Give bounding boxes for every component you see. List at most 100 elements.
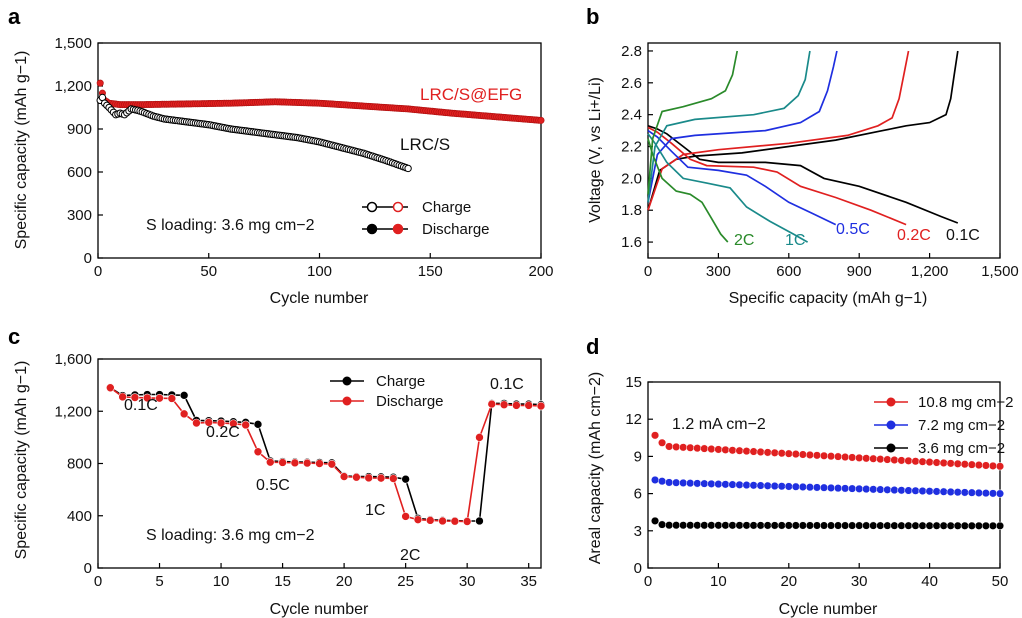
panel-a-ytick-label: 0 xyxy=(84,250,92,267)
panel-b-ylabel: Voltage (V, vs Li+/Li) xyxy=(587,77,604,223)
panel-c-ytick-label: 1,200 xyxy=(54,403,92,420)
panel-a-xtick-label: 100 xyxy=(307,263,332,280)
panel-d-point-2 xyxy=(763,521,772,530)
panel-d-point-1 xyxy=(939,487,948,496)
panel-d-point-2 xyxy=(819,521,829,530)
panel-d-point-2 xyxy=(784,521,793,530)
panel-d-point-0 xyxy=(974,461,983,470)
panel-d-point-1 xyxy=(784,482,793,491)
panel-d-point-2 xyxy=(770,521,779,530)
panel-c-point-discharge xyxy=(462,517,472,526)
panel-d: 0 10 20 30 40 50 0 3 6 9 12 15 Cycle number Areal c… xyxy=(587,372,1013,618)
panel-d-point-1 xyxy=(693,479,702,488)
panel-c-point-discharge xyxy=(425,516,435,525)
panel-d-point-2 xyxy=(988,521,998,530)
panel-b-xtick-label: 300 xyxy=(706,263,731,280)
panel-a-legend-charge: Charge xyxy=(422,199,471,216)
panel-c-point-discharge xyxy=(376,473,386,483)
panel-d-point-0 xyxy=(679,443,688,452)
panel-d-point-0 xyxy=(883,455,892,464)
panel-d-point-0 xyxy=(890,455,899,465)
panel-d-point-1 xyxy=(960,488,969,497)
panel-c-point-discharge xyxy=(475,433,484,442)
panel-d-point-2 xyxy=(932,521,941,530)
panel-d-point-2 xyxy=(686,521,695,530)
panel-d-point-2 xyxy=(848,521,857,530)
panel-d-point-0 xyxy=(756,447,765,457)
panel-d-plot: 0 10 20 30 40 50 0 3 6 9 12 15 xyxy=(625,374,1008,590)
panel-b-charge-0-5C xyxy=(647,50,838,203)
panel-d-point-2 xyxy=(658,520,667,529)
panel-letter-b: b xyxy=(586,4,599,29)
panel-d-point-1 xyxy=(834,484,843,493)
panel-d-xtick-label: 50 xyxy=(992,573,1009,590)
panel-c-point-discharge xyxy=(389,474,398,483)
label-lrcs-efg: LRC/S@EFG xyxy=(420,85,522,104)
panel-a-plot: 0 50 100 150 200 0 300 600 900 1,200 1,500 xyxy=(54,35,553,280)
panel-b-charge-1C xyxy=(647,50,811,203)
panel-d-xtick-label: 10 xyxy=(710,573,727,590)
panel-d-current-density: 1.2 mA cm−2 xyxy=(672,416,766,433)
panel-d-point-2 xyxy=(918,521,927,530)
panel-d-point-2 xyxy=(967,521,976,530)
panel-c-point-discharge xyxy=(302,458,312,468)
panel-d-point-2 xyxy=(995,521,1005,530)
panel-d-point-2 xyxy=(693,521,702,530)
panel-d-point-1 xyxy=(777,482,786,491)
panel-c-point-discharge xyxy=(216,418,226,428)
panel-d-point-0 xyxy=(770,448,779,457)
panel-c-point-discharge xyxy=(364,473,374,483)
panel-c-point-discharge xyxy=(229,419,238,428)
panel-d-legend-7-2: 7.2 mg cm−2 xyxy=(918,417,1005,434)
panel-c-legend-charge: Charge xyxy=(376,373,425,390)
panel-d-point-1 xyxy=(932,487,941,496)
panel-a-legend-discharge: Discharge xyxy=(422,221,490,238)
panel-c-point-discharge xyxy=(413,515,423,524)
panel-d-point-1 xyxy=(805,483,814,492)
panel-d-legend-10-8: 10.8 mg cm−2 xyxy=(918,394,1013,411)
panel-d-ytick-label: 9 xyxy=(634,448,642,465)
panel-d-point-1 xyxy=(841,484,850,493)
panel-d-point-0 xyxy=(841,452,850,462)
panel-b-xtick-label: 900 xyxy=(847,263,872,280)
panel-d-xtick-label: 0 xyxy=(644,573,652,590)
panel-d-point-0 xyxy=(897,456,906,465)
panel-c-point-discharge xyxy=(192,418,201,428)
panel-b-discharge-1C xyxy=(647,133,809,243)
panel-c-point-discharge xyxy=(278,458,287,467)
panel-d-point-1 xyxy=(855,484,864,493)
panel-d-point-0 xyxy=(819,451,829,460)
panel-d-point-0 xyxy=(967,460,976,469)
panel-d-point-2 xyxy=(812,521,822,530)
panel-b-xlabel: Specific capacity (mAh g−1) xyxy=(729,290,928,307)
panel-c-point-discharge xyxy=(204,418,214,427)
panel-c-xtick-label: 10 xyxy=(213,573,230,590)
panel-d-point-0 xyxy=(946,459,955,468)
panel-d-point-1 xyxy=(988,489,998,498)
panel-a-loading: S loading: 3.6 mg cm−2 xyxy=(146,217,315,234)
panel-d-point-2 xyxy=(749,521,758,530)
panel-d-point-1 xyxy=(798,482,807,492)
panel-d-point-0 xyxy=(812,451,822,460)
panel-d-point-2 xyxy=(650,516,660,525)
panel-c-point-discharge xyxy=(130,393,140,402)
panel-c-point-discharge xyxy=(106,383,115,393)
panel-d-point-0 xyxy=(735,446,744,455)
panel-d-point-1 xyxy=(728,480,737,489)
label-0-2c: 0.2C xyxy=(897,227,931,244)
panel-d-point-0 xyxy=(995,462,1005,471)
panel-a-xtick-label: 150 xyxy=(418,263,443,280)
panel-a-point-lrcs-efg xyxy=(96,79,104,87)
panel-d-point-2 xyxy=(876,521,885,530)
panel-d-point-0 xyxy=(848,453,857,462)
panel-d-ylabel: Areal capacity (mAh cm−2) xyxy=(587,372,604,565)
panel-d-point-0 xyxy=(714,445,723,454)
rate-label-0-1c-return: 0.1C xyxy=(490,376,524,393)
panel-d-point-1 xyxy=(650,475,660,485)
panel-c-point-discharge xyxy=(327,459,337,469)
panel-d-point-0 xyxy=(700,444,709,453)
panel-c-point-discharge xyxy=(290,458,300,468)
panel-d-xtick-label: 30 xyxy=(851,573,868,590)
panel-d-point-0 xyxy=(693,444,702,453)
panel-d-point-2 xyxy=(728,521,737,530)
